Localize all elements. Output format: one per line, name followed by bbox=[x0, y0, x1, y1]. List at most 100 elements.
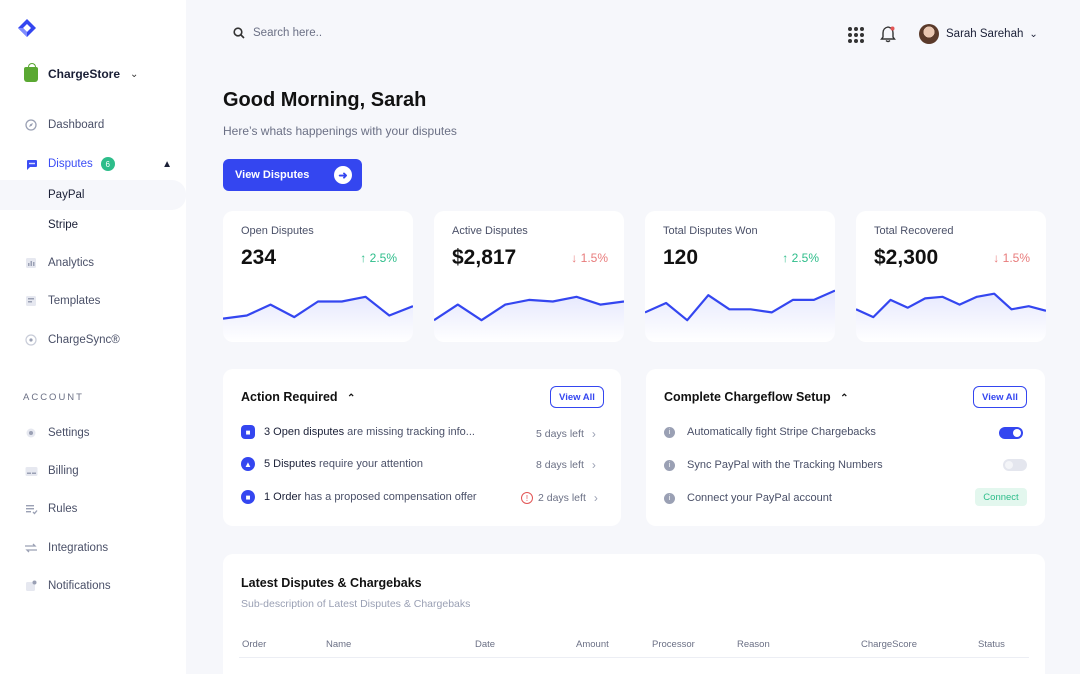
action-required-panel: Action Required ⌃ View All ■ 3 Open disp… bbox=[223, 369, 621, 526]
stat-label: Open Disputes bbox=[241, 225, 314, 237]
view-disputes-button[interactable]: View Disputes ➜ bbox=[223, 159, 362, 191]
column-name[interactable]: Name bbox=[326, 639, 352, 650]
sidebar-item-chargesync[interactable]: ChargeSync® bbox=[0, 325, 186, 355]
toggle-stripe-chargebacks[interactable] bbox=[999, 427, 1023, 439]
sparkline bbox=[223, 295, 413, 342]
column-amount[interactable]: Amount bbox=[576, 639, 609, 650]
user-menu[interactable]: Sarah Sarehah ⌄ bbox=[919, 24, 1038, 44]
stat-card-open-disputes: Open Disputes 234 ↑ 2.5% bbox=[223, 211, 413, 342]
sidebar-item-integrations[interactable]: Integrations bbox=[0, 533, 186, 563]
user-name: Sarah Sarehah bbox=[946, 28, 1024, 40]
action-row[interactable]: ▲ 5 Disputes require your attention bbox=[241, 457, 423, 471]
sidebar-item-label: PayPal bbox=[48, 189, 85, 201]
stat-delta-value: 2.5% bbox=[791, 251, 819, 265]
sidebar-item-label: Stripe bbox=[48, 219, 79, 231]
action-strong: 1 Order bbox=[264, 491, 302, 503]
account-section-label: ACCOUNT bbox=[23, 392, 84, 403]
credit-card-icon bbox=[24, 464, 38, 478]
sidebar-item-label: Templates bbox=[48, 295, 101, 307]
arrow-up-icon: ↑ bbox=[782, 251, 789, 265]
sidebar-subitem-stripe[interactable]: Stripe bbox=[0, 210, 186, 240]
toggle-paypal-sync[interactable] bbox=[1003, 459, 1027, 471]
chevron-up-icon[interactable]: ▲ bbox=[162, 158, 172, 170]
column-reason[interactable]: Reason bbox=[737, 639, 770, 650]
panel-subtitle: Sub-description of Latest Disputes & Cha… bbox=[241, 598, 471, 610]
chevron-right-icon[interactable]: › bbox=[593, 491, 598, 505]
chat-bubble-icon bbox=[24, 157, 38, 171]
sidebar-item-rules[interactable]: Rules bbox=[0, 494, 186, 524]
action-text: require your attention bbox=[315, 458, 423, 470]
latest-disputes-panel: Latest Disputes & Chargebaks Sub-descrip… bbox=[223, 554, 1045, 674]
arrow-down-icon: ↓ bbox=[993, 251, 1000, 265]
table-header: Order Name Date Amount Processor Reason … bbox=[239, 632, 1029, 658]
stat-card-total-disputes-won: Total Disputes Won 120 ↑ 2.5% bbox=[645, 211, 835, 342]
sidebar-item-label: Rules bbox=[48, 503, 78, 515]
setup-text: Automatically fight Stripe Chargebacks bbox=[687, 426, 876, 438]
chargeflow-logo-icon[interactable] bbox=[17, 18, 37, 38]
column-processor[interactable]: Processor bbox=[652, 639, 695, 650]
days-left-text: 5 days left bbox=[536, 428, 584, 440]
sync-icon bbox=[24, 333, 38, 347]
arrow-right-icon: ➜ bbox=[334, 166, 352, 184]
setup-row: i Automatically fight Stripe Chargebacks bbox=[664, 426, 876, 438]
search-icon bbox=[233, 27, 245, 39]
template-icon bbox=[24, 294, 38, 308]
sidebar-item-templates[interactable]: Templates bbox=[0, 286, 186, 316]
view-disputes-label: View Disputes bbox=[235, 169, 310, 181]
sidebar-item-settings[interactable]: Settings bbox=[0, 418, 186, 448]
search-bar[interactable]: Search here.. bbox=[233, 27, 322, 39]
compass-icon bbox=[24, 118, 38, 132]
page-subtitle: Here’s whats happenings with your disput… bbox=[223, 124, 457, 138]
column-order[interactable]: Order bbox=[242, 639, 267, 650]
stat-delta-value: 2.5% bbox=[369, 251, 397, 265]
sparkline bbox=[856, 292, 1046, 342]
sidebar-item-label: Analytics bbox=[48, 257, 95, 269]
column-chargescore[interactable]: ChargeScore bbox=[861, 639, 917, 650]
sidebar-item-disputes[interactable]: Disputes 6 ▲ bbox=[0, 149, 186, 179]
warning-triangle-icon: ▲ bbox=[241, 457, 255, 471]
action-row[interactable]: ■ 3 Open disputes are missing tracking i… bbox=[241, 425, 475, 439]
sidebar-item-dashboard[interactable]: Dashboard bbox=[0, 110, 186, 140]
sparkline-line bbox=[223, 295, 413, 320]
alert-circle-icon: ! bbox=[521, 492, 533, 504]
connect-button[interactable]: Connect bbox=[975, 488, 1027, 506]
sidebar-item-label: ChargeSync® bbox=[48, 334, 120, 346]
stat-value: 234 bbox=[241, 246, 277, 269]
arrow-up-icon: ↑ bbox=[360, 251, 367, 265]
sidebar-item-label: Integrations bbox=[48, 542, 109, 554]
arrows-exchange-icon bbox=[24, 541, 38, 555]
column-status[interactable]: Status bbox=[978, 639, 1005, 650]
apps-grid-icon[interactable] bbox=[848, 27, 864, 43]
column-date[interactable]: Date bbox=[475, 639, 496, 650]
setup-row: i Connect your PayPal account bbox=[664, 492, 832, 504]
view-all-button[interactable]: View All bbox=[550, 386, 604, 408]
sidebar-item-notifications[interactable]: Notifications bbox=[0, 571, 186, 601]
stat-value: $2,300 bbox=[874, 246, 939, 269]
search-input[interactable]: Search here.. bbox=[253, 27, 323, 39]
days-left: 5 days left › bbox=[536, 427, 596, 441]
sidebar-item-analytics[interactable]: Analytics bbox=[0, 248, 186, 278]
bell-icon[interactable] bbox=[879, 25, 897, 43]
panel-title[interactable]: Action Required ⌃ bbox=[241, 390, 355, 404]
info-icon: i bbox=[664, 426, 675, 438]
page-title: Good Morning, Sarah bbox=[223, 89, 427, 111]
arrow-down-icon: ↓ bbox=[571, 251, 578, 265]
sidebar-item-billing[interactable]: Billing bbox=[0, 456, 186, 486]
avatar bbox=[919, 24, 939, 44]
chevron-right-icon[interactable]: › bbox=[591, 458, 596, 472]
sidebar-subitem-paypal[interactable]: PayPal bbox=[0, 180, 186, 210]
store-selector[interactable]: ChargeStore ⌄ bbox=[0, 56, 186, 92]
view-all-button[interactable]: View All bbox=[973, 386, 1027, 408]
chevron-right-icon[interactable]: › bbox=[591, 427, 596, 441]
sparkline-area bbox=[645, 290, 835, 342]
stat-value: 120 bbox=[663, 246, 699, 269]
action-row[interactable]: ■ 1 Order has a proposed compensation of… bbox=[241, 490, 477, 504]
panel-title: Latest Disputes & Chargebaks bbox=[241, 576, 422, 590]
action-strong: 5 Disputes bbox=[264, 458, 316, 470]
sidebar-item-label: Settings bbox=[48, 427, 90, 439]
setup-title: Complete Chargeflow Setup bbox=[664, 390, 831, 404]
panel-title[interactable]: Complete Chargeflow Setup ⌃ bbox=[664, 390, 849, 404]
chat-icon: ■ bbox=[241, 425, 255, 439]
chevron-down-icon: ⌄ bbox=[130, 68, 139, 80]
stat-delta: ↑ 2.5% bbox=[782, 251, 819, 265]
